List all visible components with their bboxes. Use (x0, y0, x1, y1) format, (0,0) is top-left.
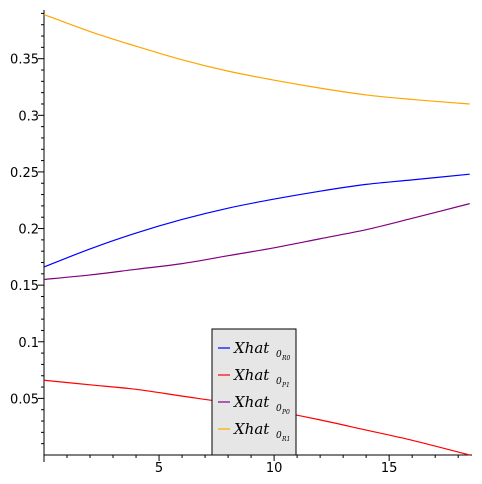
x-tick-label: 10 (266, 461, 283, 476)
y-tick-label: 0.1 (18, 336, 39, 351)
y-tick-label: 0.05 (10, 392, 39, 407)
x-tick-label: 5 (155, 461, 163, 476)
legend-subscript: 0 (276, 404, 282, 414)
series-line-r1 (43, 13, 470, 105)
legend-subsubscript: P0 (281, 409, 290, 416)
legend-subscript: 0 (276, 431, 282, 441)
series-line-p0 (43, 203, 470, 281)
y-tick-label: 0.2 (18, 223, 39, 238)
legend-item: Xhat 0 P1 (218, 366, 290, 389)
y-tick-label: 0.25 (10, 166, 39, 181)
legend-box (211, 328, 297, 456)
y-tick-label: 0.3 (18, 109, 39, 124)
legend-subscript: 0 (276, 350, 282, 360)
minor-ticks (41, 12, 459, 458)
legend-item: Xhat 0 P0 (218, 393, 290, 416)
legend-label: Xhat (233, 420, 270, 438)
legend-item: Xhat 0 R1 (218, 420, 290, 443)
legend-subsubscript: P1 (281, 382, 290, 389)
y-ticks: 0.05 0.1 0.15 0.2 0.25 0.3 0.35 (10, 53, 44, 407)
y-tick-label: 0.15 (10, 279, 39, 294)
legend-subscript: 0 (276, 377, 282, 387)
legend-label: Xhat (233, 366, 270, 384)
legend-label: Xhat (233, 339, 270, 357)
legend-subsubscript: R1 (281, 436, 290, 443)
x-tick-label: 15 (381, 461, 398, 476)
series-line-r0 (43, 173, 470, 268)
legend-label: Xhat (233, 393, 270, 411)
legend-item: Xhat 0 R0 (218, 339, 291, 362)
legend-subsubscript: R0 (281, 355, 291, 362)
y-tick-label: 0.35 (10, 53, 39, 68)
x-ticks: 5 10 15 (155, 455, 398, 476)
